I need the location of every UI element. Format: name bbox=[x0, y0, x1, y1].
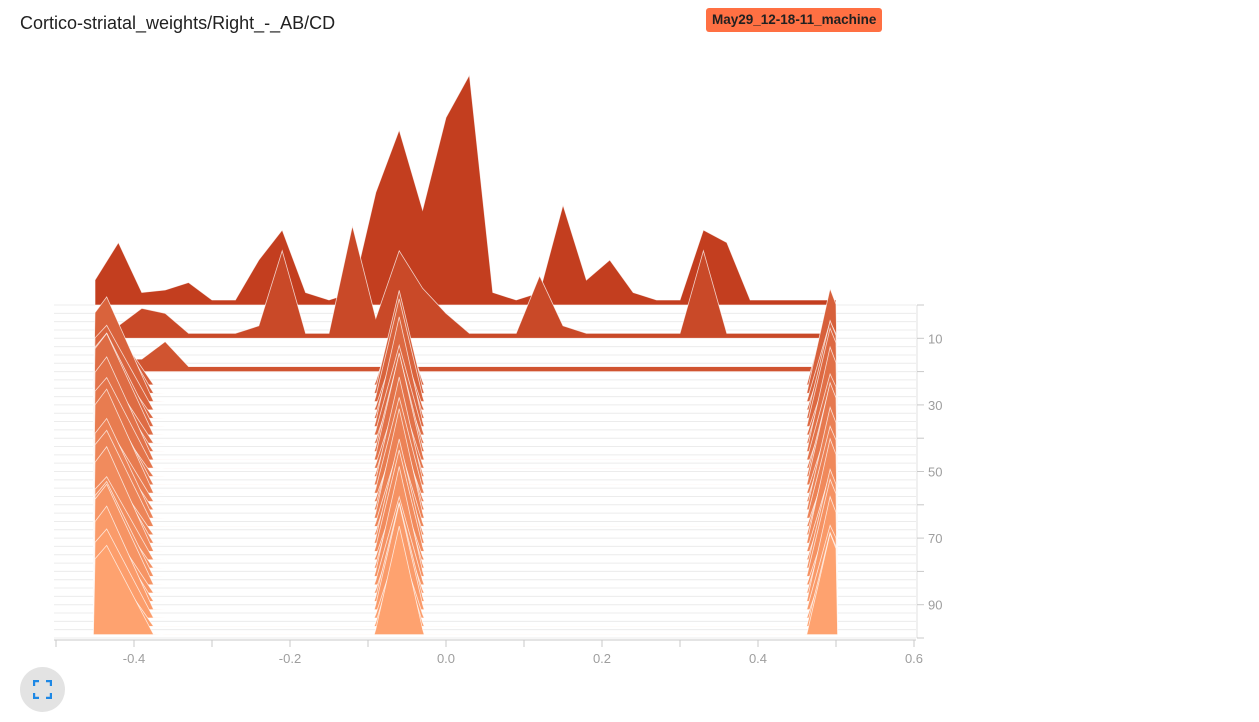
histogram-ridge bbox=[93, 408, 838, 519]
histogram-ridge bbox=[94, 341, 837, 372]
histogram-ridge bbox=[93, 437, 838, 544]
histogram-ridge bbox=[93, 363, 838, 444]
histogram-ridge bbox=[93, 332, 838, 436]
x-tick-label: -0.2 bbox=[279, 651, 301, 666]
histogram-ridge bbox=[93, 526, 838, 636]
histogram-ridge bbox=[93, 445, 838, 552]
y-tick-label: 10 bbox=[928, 331, 942, 346]
x-tick-label: -0.4 bbox=[123, 651, 145, 666]
run-tag-badge: May29_12-18-11_machine bbox=[706, 8, 883, 32]
y-tick-label: 90 bbox=[928, 598, 942, 613]
x-tick-label: 0.2 bbox=[593, 651, 611, 666]
histogram-ridge bbox=[93, 466, 838, 577]
histogram-ridge bbox=[93, 296, 838, 402]
histogram-ridge bbox=[94, 225, 837, 339]
chart-title: Cortico-striatal_weights/Right_-_AB/CD bbox=[20, 13, 336, 33]
histogram-ridge bbox=[93, 467, 838, 569]
x-tick-label: 0.6 bbox=[905, 651, 923, 666]
x-tick-label: 0.4 bbox=[749, 651, 767, 666]
histogram-ridge bbox=[93, 352, 838, 461]
y-tick-label: 50 bbox=[928, 465, 942, 480]
histogram-ridge bbox=[93, 376, 838, 486]
y-tick-label: 30 bbox=[928, 398, 942, 413]
histogram-ridge bbox=[93, 495, 838, 602]
y-tick-label: 70 bbox=[928, 531, 942, 546]
histogram-ridge bbox=[93, 345, 838, 452]
x-tick-label: 0.0 bbox=[437, 651, 455, 666]
histogram-ridge bbox=[93, 316, 838, 427]
fullscreen-icon bbox=[33, 680, 52, 699]
histogram-ridge bbox=[93, 298, 838, 386]
histogram-ridge bbox=[93, 511, 838, 594]
histogram-ridge bbox=[93, 406, 838, 511]
histogram-ridge bbox=[93, 287, 838, 394]
histogram-ridge bbox=[94, 73, 837, 306]
fullscreen-button[interactable] bbox=[20, 667, 65, 712]
histogram-ridge bbox=[93, 503, 838, 611]
histogram-ridge bbox=[93, 429, 838, 527]
